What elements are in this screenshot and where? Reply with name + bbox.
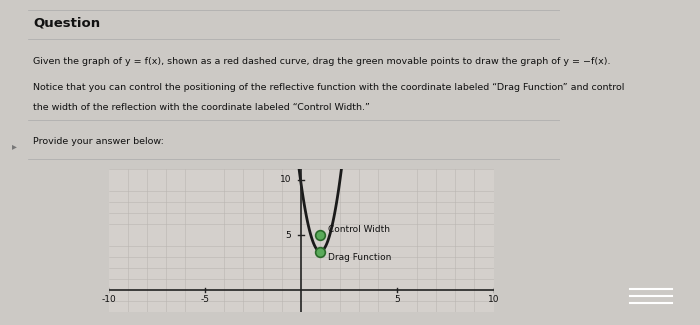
Text: 5: 5 xyxy=(394,295,400,305)
Text: -10: -10 xyxy=(101,295,116,305)
Text: 10: 10 xyxy=(280,176,291,185)
Text: Drag Function: Drag Function xyxy=(328,253,391,262)
Text: -5: -5 xyxy=(200,295,209,305)
Text: Control Width: Control Width xyxy=(328,225,390,234)
Text: ▸: ▸ xyxy=(12,141,16,151)
Text: 5: 5 xyxy=(286,230,291,240)
Text: Notice that you can control the positioning of the reflective function with the : Notice that you can control the position… xyxy=(34,83,624,92)
Text: the width of the reflection with the coordinate labeled “Control Width.”: the width of the reflection with the coo… xyxy=(34,103,370,112)
Text: Given the graph of y = f(x), shown as a red dashed curve, drag the green movable: Given the graph of y = f(x), shown as a … xyxy=(34,57,611,66)
Text: Question: Question xyxy=(34,16,100,29)
Text: Provide your answer below:: Provide your answer below: xyxy=(34,137,164,146)
Text: 10: 10 xyxy=(488,295,499,305)
